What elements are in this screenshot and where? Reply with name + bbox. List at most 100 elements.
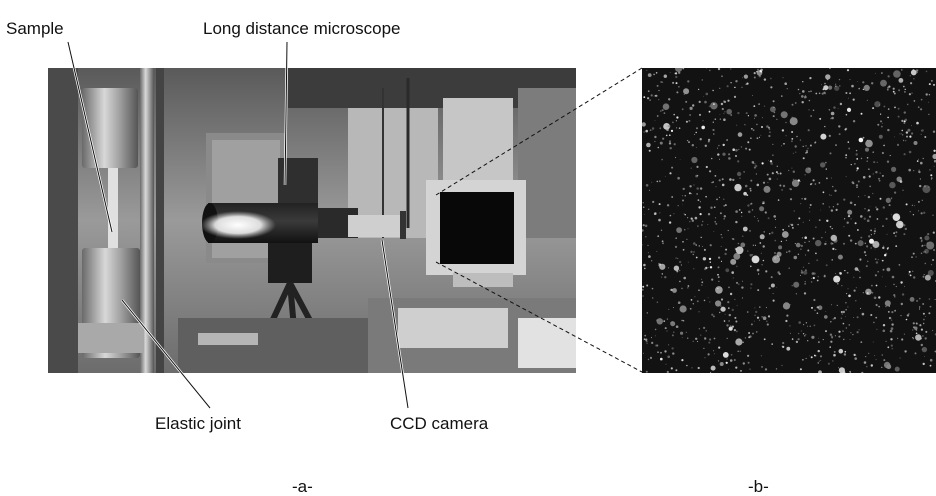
speckle-dot: [910, 75, 911, 76]
speckle-dot: [918, 171, 920, 173]
speckle-dot: [741, 286, 743, 288]
speckle-dot: [829, 194, 830, 195]
speckle-dot: [782, 231, 789, 238]
speckle-dot: [851, 218, 852, 219]
speckle-dot: [917, 160, 919, 162]
speckle-dot: [882, 225, 884, 227]
speckle-dot: [819, 93, 821, 95]
speckle-dot: [678, 301, 681, 304]
speckle-dot: [752, 256, 760, 264]
speckle-dot: [770, 106, 776, 112]
speckle-dot: [684, 213, 685, 214]
speckle-dot: [774, 257, 777, 260]
speckle-dot: [735, 80, 737, 82]
speckle-dot: [851, 85, 854, 88]
speckle-dot: [688, 120, 690, 122]
speckle-dot: [878, 178, 880, 180]
speckle-dot: [807, 250, 809, 252]
speckle-dot: [705, 145, 707, 147]
speckle-dot: [735, 248, 737, 250]
speckle-dot: [839, 79, 840, 80]
speckle-dot: [741, 212, 742, 213]
speckle-dot: [837, 283, 839, 285]
speckle-dot: [767, 182, 768, 183]
speckle-dot: [888, 75, 890, 77]
speckle-dot: [855, 300, 856, 301]
speckle-dot: [676, 325, 679, 328]
speckle-dot: [913, 253, 915, 255]
speckle-dot: [804, 236, 807, 239]
panel-label-a: -a-: [292, 478, 313, 495]
speckle-dot: [680, 159, 681, 160]
label-ccd-camera: CCD camera: [390, 415, 488, 432]
speckle-dot: [893, 91, 895, 93]
label-elastic-joint: Elastic joint: [155, 415, 241, 432]
speckle-dot: [807, 326, 808, 327]
speckle-dot: [649, 99, 651, 101]
speckle-dot: [791, 224, 793, 226]
speckle-dot: [657, 318, 663, 324]
speckle-dot: [773, 293, 774, 294]
speckle-dot: [724, 111, 725, 112]
speckle-dot: [648, 90, 650, 92]
speckle-dot: [776, 368, 777, 369]
speckle-dot: [835, 249, 836, 250]
speckle-dot: [875, 249, 876, 250]
speckle-dot: [837, 203, 839, 205]
speckle-dot: [646, 70, 647, 71]
speckle-dot: [646, 184, 649, 187]
speckle-dot: [802, 359, 804, 361]
speckle-dot: [643, 202, 644, 203]
speckle-dot: [919, 324, 921, 326]
speckle-dot: [862, 81, 864, 83]
speckle-dot: [902, 130, 903, 131]
speckle-dot: [860, 341, 862, 343]
speckle-dot: [720, 119, 721, 120]
speckle-dot: [904, 91, 906, 93]
speckle-dot: [735, 338, 742, 345]
speckle-dot: [866, 366, 868, 368]
speckle-dot: [910, 82, 912, 84]
speckle-dot: [723, 118, 726, 121]
speckle-dot: [764, 338, 766, 340]
speckle-dot: [782, 129, 784, 131]
speckle-dot: [847, 272, 849, 274]
speckle-dot: [737, 112, 739, 114]
speckle-dot: [905, 228, 907, 230]
speckle-dot: [892, 276, 895, 279]
speckle-dot: [925, 337, 927, 339]
speckle-dot: [793, 153, 794, 154]
speckle-dot: [921, 241, 923, 243]
speckle-dot: [688, 262, 689, 263]
speckle-dot: [871, 248, 872, 249]
speckle-dot: [818, 341, 820, 343]
speckle-dot: [701, 126, 705, 130]
speckle-dot: [719, 88, 720, 89]
speckle-dot: [823, 339, 824, 340]
speckle-dot: [726, 324, 728, 326]
speckle-dot: [918, 210, 919, 211]
speckle-dot: [725, 314, 726, 315]
speckle-dot: [657, 235, 659, 237]
speckle-dot: [802, 101, 804, 103]
speckle-dot: [924, 245, 925, 246]
speckle-dot: [834, 86, 839, 91]
speckle-dot: [703, 96, 704, 97]
speckle-dot: [809, 77, 811, 79]
speckle-dot: [711, 314, 713, 316]
speckle-dot: [718, 276, 720, 278]
speckle-dot: [822, 203, 824, 205]
speckle-dot: [752, 333, 754, 335]
speckle-dot: [877, 124, 879, 126]
speckle-dot: [647, 312, 648, 313]
speckle-dot: [711, 366, 716, 371]
speckle-dot: [672, 82, 674, 84]
speckle-dot: [755, 245, 756, 246]
speckle-dot: [654, 96, 655, 97]
speckle-dot: [830, 341, 832, 343]
speckle-dot: [771, 343, 773, 345]
speckle-dot: [675, 257, 676, 258]
speckle-dot: [774, 252, 776, 254]
speckle-dot: [804, 292, 806, 294]
speckle-dot: [709, 111, 711, 113]
